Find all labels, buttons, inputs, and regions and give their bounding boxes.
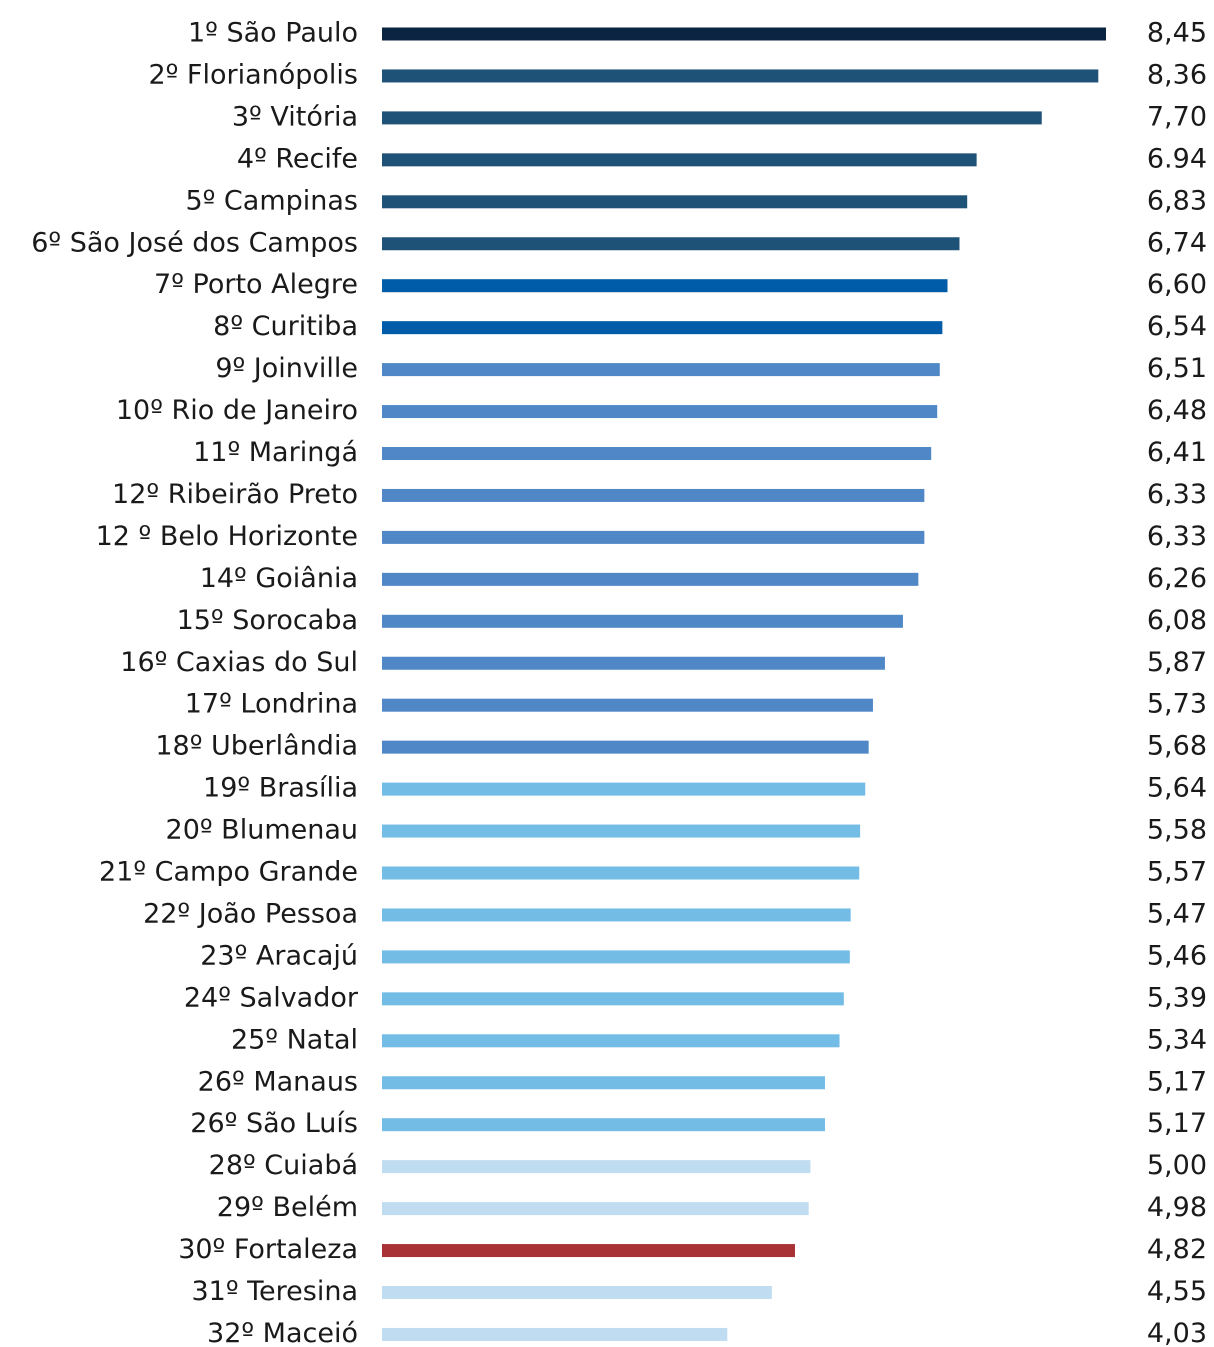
bar	[382, 447, 932, 460]
bar	[382, 1202, 809, 1216]
bar	[382, 1327, 728, 1341]
value-label: 5,47	[1147, 898, 1207, 929]
bar	[382, 572, 919, 586]
category-label: 9º Joinville	[215, 353, 358, 384]
bar	[382, 614, 903, 628]
bar	[382, 1160, 811, 1174]
bar	[382, 321, 943, 335]
category-label: 15º Sorocaba	[177, 605, 358, 636]
value-label: 6,08	[1147, 605, 1207, 636]
category-label: 18º Uberlândia	[155, 731, 358, 762]
value-label: 5,17	[1147, 1066, 1207, 1097]
value-label: 5,68	[1147, 731, 1207, 762]
bar	[382, 1034, 840, 1048]
bar	[382, 698, 873, 712]
bar	[382, 153, 977, 167]
category-label: 24º Salvador	[184, 982, 359, 1013]
category-label: 26º Manaus	[198, 1066, 358, 1097]
value-label: 4,98	[1147, 1192, 1207, 1223]
category-label: 22º João Pessoa	[143, 898, 358, 929]
bar	[382, 27, 1106, 41]
bar	[382, 1076, 825, 1090]
bar	[382, 866, 860, 880]
value-label: 5,64	[1147, 773, 1207, 804]
value-label: 5,87	[1147, 647, 1207, 678]
category-label: 12º Ribeirão Preto	[112, 479, 358, 510]
category-label: 3º Vitória	[232, 101, 358, 132]
category-label: 16º Caxias do Sul	[120, 647, 358, 678]
category-label: 4º Recife	[237, 143, 358, 174]
category-label: 12 º Belo Horizonte	[96, 521, 358, 552]
category-label: 23º Aracajú	[200, 940, 358, 971]
bar	[382, 405, 938, 419]
bar	[382, 950, 850, 964]
category-label: 32º Maceió	[207, 1318, 358, 1347]
category-label: 26º São Luís	[190, 1108, 358, 1139]
category-label: 8º Curitiba	[213, 311, 358, 342]
bar	[382, 992, 844, 1006]
bar	[382, 824, 861, 838]
value-label: 6,33	[1147, 521, 1207, 552]
value-label: 6,83	[1147, 185, 1207, 216]
category-label: 6º São José dos Campos	[31, 227, 358, 258]
value-label: 8,36	[1147, 59, 1207, 90]
value-label: 7,70	[1147, 101, 1207, 132]
category-label: 28º Cuiabá	[209, 1150, 358, 1181]
value-label: 5,00	[1147, 1150, 1207, 1181]
bar	[382, 1118, 825, 1132]
bar	[382, 656, 885, 670]
value-label: 6.94	[1147, 143, 1207, 174]
bar	[382, 69, 1099, 83]
value-label: 5,46	[1147, 940, 1207, 971]
category-label: 20º Blumenau	[166, 815, 358, 846]
bar	[382, 1286, 772, 1299]
value-label: 5,57	[1147, 857, 1207, 888]
category-label: 17º Londrina	[185, 689, 358, 720]
value-label: 6,54	[1147, 311, 1207, 342]
bar	[382, 111, 1042, 125]
category-label: 30º Fortaleza	[178, 1234, 358, 1265]
category-label: 1º São Paulo	[188, 18, 358, 49]
bar	[382, 363, 940, 377]
value-label: 5,17	[1147, 1108, 1207, 1139]
value-label: 6,74	[1147, 227, 1207, 258]
value-label: 4,82	[1147, 1234, 1207, 1265]
bar	[382, 237, 960, 251]
value-label: 6,26	[1147, 563, 1207, 594]
category-label: 7º Porto Alegre	[154, 269, 358, 300]
value-label: 5,73	[1147, 689, 1207, 720]
value-label: 5,39	[1147, 982, 1207, 1013]
bar	[382, 279, 948, 293]
bar	[382, 488, 925, 502]
value-label: 8,45	[1147, 18, 1207, 49]
value-label: 4,55	[1147, 1276, 1207, 1307]
bar	[382, 195, 968, 209]
category-label: 5º Campinas	[185, 185, 358, 216]
category-label: 11º Maringá	[193, 437, 358, 468]
bar	[382, 530, 925, 544]
value-label: 6,51	[1147, 353, 1207, 384]
value-label: 5,34	[1147, 1024, 1207, 1055]
category-label: 21º Campo Grande	[99, 857, 358, 888]
category-label: 31º Teresina	[191, 1276, 358, 1307]
category-label: 2º Florianópolis	[148, 59, 358, 90]
value-label: 6,33	[1147, 479, 1207, 510]
value-label: 4,03	[1147, 1318, 1207, 1347]
value-label: 6,60	[1147, 269, 1207, 300]
category-label: 19º Brasília	[203, 773, 358, 804]
bar	[382, 1244, 795, 1258]
category-label: 14º Goiânia	[200, 563, 358, 594]
bar	[382, 782, 866, 796]
value-label: 6,48	[1147, 395, 1207, 426]
bar	[382, 908, 851, 922]
value-label: 6,41	[1147, 437, 1207, 468]
category-label: 10º Rio de Janeiro	[116, 395, 358, 426]
category-label: 25º Natal	[231, 1024, 358, 1055]
category-label: 29º Belém	[217, 1192, 358, 1223]
value-label: 5,58	[1147, 815, 1207, 846]
bar	[382, 740, 869, 754]
